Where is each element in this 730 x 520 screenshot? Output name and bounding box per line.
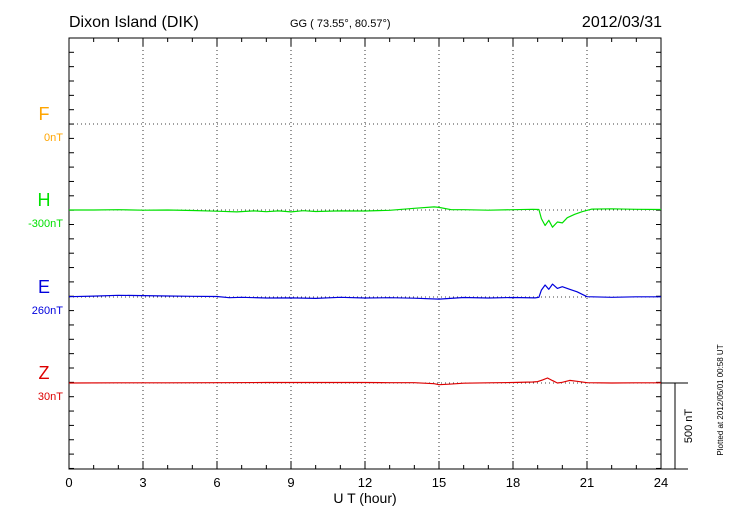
- axis-ticks: [68, 38, 662, 469]
- plotted-timestamp: Plotted at 2012/05/01 00:58 UT: [716, 344, 725, 455]
- station-title: Dixon Island (DIK): [69, 14, 199, 31]
- series-name-H: H: [38, 190, 51, 210]
- geomagnetic-coords: GG ( 73.55°, 80.57°): [290, 18, 391, 30]
- series-baseline-E: 260nT: [32, 305, 63, 317]
- series-baseline-Z: 30nT: [38, 391, 63, 403]
- scale-bar-label: 500 nT: [683, 409, 695, 444]
- series-lines: [68, 206, 662, 386]
- series-line-Z: [68, 377, 661, 386]
- x-axis-label: U T (hour): [333, 490, 396, 506]
- scale-bar: 500 nT: [661, 382, 695, 470]
- x-tick-label: 15: [432, 475, 446, 490]
- x-tick-label: 18: [506, 475, 520, 490]
- x-tick-labels: 0 3 6 9 12 15 18 21 24: [65, 475, 668, 490]
- x-tick-label: 24: [654, 475, 668, 490]
- series-name-E: E: [38, 277, 50, 297]
- series-line-H: [69, 206, 662, 228]
- series-labels: F 0nT H -300nT E 260nT Z 30nT: [28, 104, 63, 403]
- x-tick-label: 9: [287, 475, 294, 490]
- series-line-E: [68, 283, 661, 300]
- date-label: 2012/03/31: [582, 14, 662, 31]
- x-tick-label: 12: [358, 475, 372, 490]
- series-name-F: F: [39, 104, 50, 124]
- x-tick-label: 21: [580, 475, 594, 490]
- x-tick-label: 3: [139, 475, 146, 490]
- grid-lines: [69, 38, 661, 469]
- x-tick-label: 6: [213, 475, 220, 490]
- series-baseline-H: -300nT: [28, 218, 63, 230]
- series-baseline-F: 0nT: [44, 132, 63, 144]
- series-name-Z: Z: [39, 363, 50, 383]
- x-tick-label: 0: [65, 475, 72, 490]
